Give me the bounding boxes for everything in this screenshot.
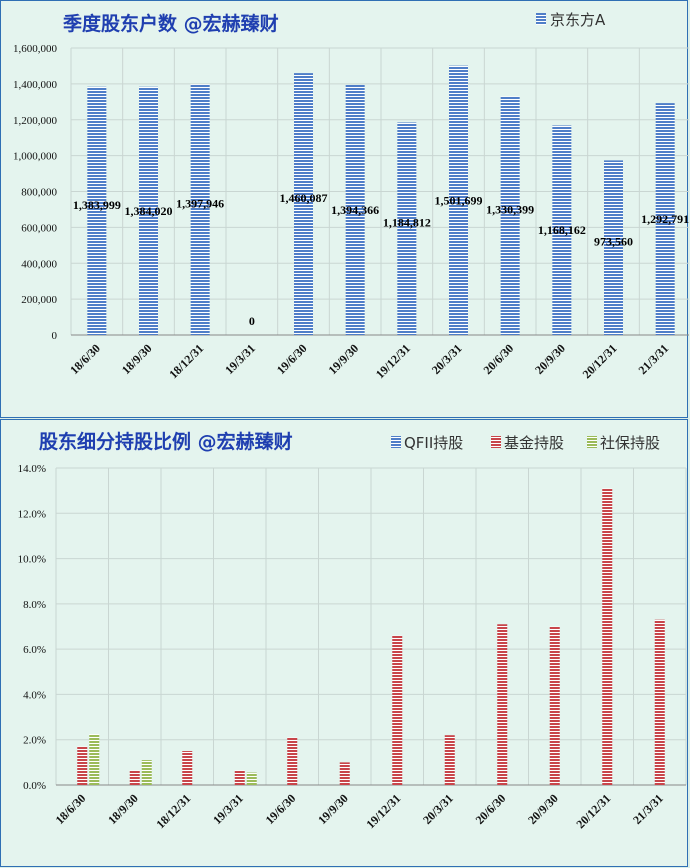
y-tick-label: 600,000 xyxy=(21,222,57,234)
x-tick-label: 20/9/30 xyxy=(532,341,568,377)
legend-label-qfii: QFII持股 xyxy=(404,434,463,452)
x-tick-label: 18/12/31 xyxy=(153,791,193,831)
bar-21/3/31 xyxy=(655,103,675,335)
y-tick-label: 0 xyxy=(52,330,58,342)
x-tick-label: 18/9/30 xyxy=(105,791,141,827)
x-tick-label: 18/6/30 xyxy=(53,791,89,827)
y-tick-label: 10.0% xyxy=(18,554,46,566)
x-tick-label: 19/9/30 xyxy=(315,791,351,827)
legend-swatch-social xyxy=(587,436,597,448)
legend: QFII持股 基金持股 社保持股 xyxy=(391,434,660,452)
y-tick-label: 14.0% xyxy=(18,463,46,475)
bar-fund-19/9/30 xyxy=(339,762,350,785)
x-tick-label: 18/6/30 xyxy=(67,341,103,377)
x-tick-label: 19/6/30 xyxy=(263,791,299,827)
data-label: 973,560 xyxy=(594,235,633,249)
y-tick-label: 6.0% xyxy=(23,644,46,656)
bar-20/6/30 xyxy=(500,96,520,335)
data-label: 1,184,812 xyxy=(383,216,431,230)
x-tick-label: 19/6/30 xyxy=(274,341,310,377)
x-tick-label: 19/12/31 xyxy=(363,791,403,831)
y-tick-label: 2.0% xyxy=(23,735,46,747)
bar-fund-18/6/30 xyxy=(77,746,88,785)
x-tick-label: 21/3/31 xyxy=(630,791,666,827)
x-tick-label: 20/3/31 xyxy=(420,791,456,827)
holders-bar-chart: 季度股东户数 @宏赫臻财 京东方A 0 200,000 400,000 600,000… xyxy=(13,11,689,381)
data-label: 1,383,999 xyxy=(73,198,121,212)
bar-fund-20/12/31 xyxy=(602,488,613,785)
bar-fund-18/9/30 xyxy=(129,770,140,785)
y-tick-label: 8.0% xyxy=(23,599,46,611)
y-tick-label: 200,000 xyxy=(21,294,57,306)
bar-social-18/9/30 xyxy=(141,760,152,785)
bar-fund-18/12/31 xyxy=(182,751,193,785)
bar-fund-20/6/30 xyxy=(497,624,508,785)
x-tick-label: 20/6/30 xyxy=(473,791,509,827)
data-label: 1,292,791 xyxy=(641,212,689,226)
data-label: 1,168,162 xyxy=(538,223,586,237)
x-tick-label: 20/6/30 xyxy=(480,341,516,377)
legend-swatch-fund xyxy=(491,436,501,448)
bar-19/12/31 xyxy=(397,122,417,335)
x-tick-label: 20/12/31 xyxy=(573,791,613,831)
legend-swatch-qfii xyxy=(391,436,401,448)
legend: 京东方A xyxy=(536,11,606,29)
y-tick-label: 800,000 xyxy=(21,187,57,199)
bar-18/12/31 xyxy=(190,84,210,335)
ownership-bar-chart: 股东细分持股比例 @宏赫臻财 QFII持股 基金持股 社保持股 0.0% 2.0%… xyxy=(18,430,687,831)
bar-18/9/30 xyxy=(139,86,158,335)
data-label: 0 xyxy=(249,314,255,328)
legend-label-social: 社保持股 xyxy=(600,434,660,452)
bar-fund-19/3/31 xyxy=(234,770,245,785)
x-tick-label: 19/3/31 xyxy=(210,791,246,827)
y-tick-label: 4.0% xyxy=(23,689,46,701)
legend-label-fund: 基金持股 xyxy=(504,434,564,452)
x-tick-label: 20/9/30 xyxy=(525,791,561,827)
data-label: 1,394,366 xyxy=(331,203,379,217)
x-tick-label: 21/3/31 xyxy=(635,341,671,377)
x-tick-label: 18/12/31 xyxy=(166,341,206,381)
chart-title: 季度股东户数 @宏赫臻财 xyxy=(63,12,279,35)
bar-fund-19/12/31 xyxy=(392,635,403,785)
bar-fund-20/3/31 xyxy=(444,735,455,785)
y-tick-label: 1,000,000 xyxy=(13,151,58,163)
bar-fund-19/6/30 xyxy=(287,737,298,785)
y-tick-label: 1,600,000 xyxy=(13,43,58,55)
chart-title: 股东细分持股比例 @宏赫臻财 xyxy=(39,430,293,453)
ownership-chart-panel: 股东细分持股比例 @宏赫臻财 QFII持股 基金持股 社保持股 0.0% 2.0%… xyxy=(0,419,688,867)
bar-social-18/6/30 xyxy=(89,734,100,785)
bar-fund-21/3/31 xyxy=(654,619,665,785)
y-tick-label: 1,400,000 xyxy=(13,79,58,91)
data-label: 1,330,399 xyxy=(486,203,534,217)
legend-swatch-jdf xyxy=(536,13,546,25)
bar-18/6/30 xyxy=(87,86,107,335)
holders-chart-panel: 季度股东户数 @宏赫臻财 京东方A 0 200,000 400,000 600,000… xyxy=(0,0,689,418)
y-tick-label: 1,200,000 xyxy=(13,115,58,127)
legend-label-jdf: 京东方A xyxy=(550,11,606,29)
x-tick-label: 18/9/30 xyxy=(119,341,155,377)
bar-social-19/3/31 xyxy=(246,772,257,785)
data-label: 1,384,020 xyxy=(125,204,173,218)
x-tick-label: 19/12/31 xyxy=(373,341,413,381)
bar-20/9/30 xyxy=(552,125,572,335)
bar-20/12/31 xyxy=(604,160,623,335)
bar-19/6/30 xyxy=(294,73,313,335)
x-tick-label: 20/12/31 xyxy=(580,341,620,381)
data-label: 1,397,946 xyxy=(176,197,224,211)
y-tick-label: 0.0% xyxy=(23,780,46,792)
bar-fund-20/9/30 xyxy=(549,626,560,785)
data-label: 1,460,087 xyxy=(280,191,328,205)
y-tick-label: 12.0% xyxy=(18,508,46,520)
y-tick-label: 400,000 xyxy=(21,258,57,270)
data-label: 1,501,699 xyxy=(435,193,483,207)
x-tick-label: 19/3/31 xyxy=(222,341,258,377)
bar-20/3/31 xyxy=(449,65,468,335)
x-tick-label: 20/3/31 xyxy=(429,341,465,377)
bar-19/9/30 xyxy=(345,84,365,336)
x-tick-label: 19/9/30 xyxy=(325,341,361,377)
